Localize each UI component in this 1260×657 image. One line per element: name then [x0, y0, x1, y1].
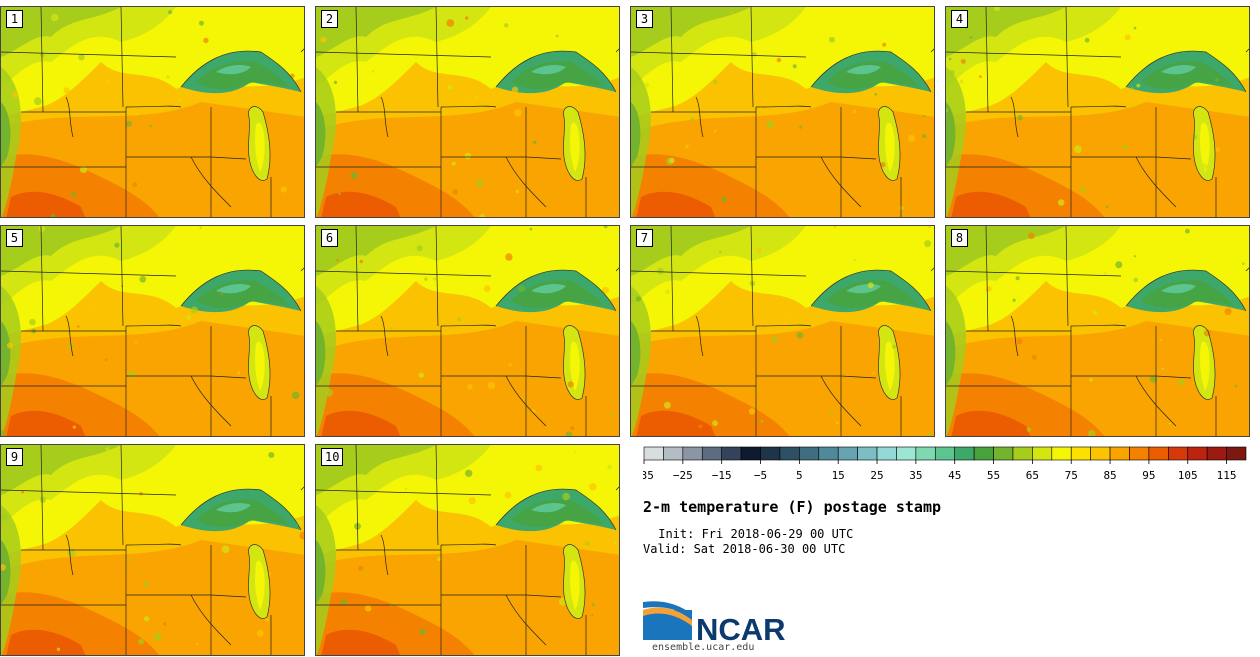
colorbar-tick-label: 105	[1178, 469, 1198, 482]
colorbar-swatch	[779, 446, 800, 461]
colorbar-swatch	[740, 446, 761, 461]
colorbar-swatch	[934, 446, 956, 461]
colorbar-tick-label: 55	[987, 469, 1000, 482]
temperature-field	[1, 226, 304, 436]
colorbar-swatch	[1109, 446, 1130, 461]
colorbar-swatch	[1012, 446, 1033, 461]
colorbar-tick-label: −25	[673, 469, 693, 482]
member-label: 5	[6, 229, 23, 247]
colorbar-swatch	[643, 446, 664, 461]
colorbar-tick-label: −15	[712, 469, 732, 482]
member-panel-4: 4	[945, 6, 1250, 218]
colorbar-swatch	[701, 446, 722, 461]
colorbar-tick-label: 75	[1065, 469, 1078, 482]
logo-block	[643, 610, 692, 640]
colorbar-swatch	[1070, 446, 1091, 461]
member-label: 6	[321, 229, 338, 247]
colorbar-tick-label: 45	[948, 469, 961, 482]
temperature-field	[631, 7, 934, 217]
colorbar-swatch	[954, 446, 975, 461]
colorbar-tick-label: 15	[832, 469, 845, 482]
colorbar-swatch	[915, 446, 936, 461]
member-panel-10: 10	[315, 444, 620, 656]
member-panel-8: 8	[945, 225, 1250, 437]
colorbar-swatch	[973, 446, 994, 461]
colorbar-tick-label: 95	[1142, 469, 1155, 482]
logo-swoosh-blue	[643, 601, 692, 618]
logo-url: ensemble.ucar.edu	[652, 642, 755, 653]
colorbar-swatch	[1226, 446, 1247, 461]
colorbar-swatch	[1129, 446, 1150, 461]
temperature-field	[316, 445, 619, 655]
colorbar-tick-label: 25	[870, 469, 883, 482]
colorbar-swatch	[1090, 446, 1111, 461]
member-label: 4	[951, 10, 968, 28]
colorbar-swatch	[721, 446, 742, 461]
colorbar-swatch	[682, 446, 703, 461]
boundary-lines	[1, 7, 304, 217]
temperature-field	[946, 226, 1249, 436]
colorbar-tick-label: 35	[909, 469, 922, 482]
member-label: 2	[321, 10, 338, 28]
temperature-colorbar: −35 −25 −15 −5 5 15 25 35 45 55 65 75 85 95 105 115	[643, 446, 1247, 482]
boundary-lines	[316, 226, 619, 436]
logo-swoosh-orange	[643, 607, 692, 626]
temperature-field	[1, 7, 304, 217]
member-label: 8	[951, 229, 968, 247]
member-label: 10	[321, 448, 344, 466]
member-label: 7	[636, 229, 653, 247]
colorbar-swatch	[837, 446, 858, 461]
temperature-field	[316, 7, 619, 217]
colorbar-tick-label: −5	[754, 469, 767, 482]
boundary-lines	[1, 226, 304, 436]
boundary-lines	[1, 445, 304, 655]
colorbar-swatch	[760, 446, 781, 461]
colorbar-swatch	[857, 446, 878, 461]
member-label: 9	[6, 448, 23, 466]
colorbar-swatch	[1168, 446, 1189, 461]
member-panel-3: 3	[630, 6, 935, 218]
colorbar-swatch	[876, 446, 897, 461]
member-label: 1	[6, 10, 23, 28]
colorbar-tick-label: 115	[1217, 469, 1237, 482]
colorbar-swatch	[896, 446, 917, 461]
colorbar-swatch	[663, 446, 684, 461]
temperature-field	[1, 445, 304, 655]
colorbar-swatch	[818, 446, 839, 461]
colorbar-swatch	[799, 446, 820, 461]
colorbar-swatch	[1206, 446, 1227, 461]
temperature-field	[631, 226, 934, 436]
member-panel-9: 9	[0, 444, 305, 656]
colorbar-tick-label: 5	[796, 469, 803, 482]
colorbar-swatch	[1187, 446, 1208, 461]
member-panel-2: 2	[315, 6, 620, 218]
boundary-lines	[631, 226, 934, 436]
member-panel-6: 6	[315, 225, 620, 437]
boundary-lines	[946, 7, 1249, 217]
member-panel-7: 7	[630, 225, 935, 437]
colorbar-swatch	[993, 446, 1014, 461]
boundary-lines	[946, 226, 1249, 436]
temperature-field	[316, 226, 619, 436]
colorbar-swatch	[1148, 446, 1169, 461]
colorbar-tick-label: 85	[1103, 469, 1116, 482]
member-panel-1: 1	[0, 6, 305, 218]
colorbar-swatch	[1051, 446, 1072, 461]
member-panel-5: 5	[0, 225, 305, 437]
member-label: 3	[636, 10, 653, 28]
chart-title: 2-m temperature (F) postage stamp	[643, 498, 942, 516]
ncar-logo: NCAR	[643, 601, 786, 642]
colorbar-tick-label: −35	[643, 469, 654, 482]
colorbar-tick-label: 65	[1026, 469, 1039, 482]
boundary-lines	[316, 445, 619, 655]
boundary-lines	[631, 7, 934, 217]
logo-text: NCAR	[696, 612, 786, 642]
colorbar-swatch	[1032, 446, 1053, 461]
temperature-field	[946, 7, 1249, 217]
valid-time: Valid: Sat 2018-06-30 00 UTC	[643, 542, 846, 556]
init-time: Init: Fri 2018-06-29 00 UTC	[651, 527, 854, 541]
boundary-lines	[316, 7, 619, 217]
